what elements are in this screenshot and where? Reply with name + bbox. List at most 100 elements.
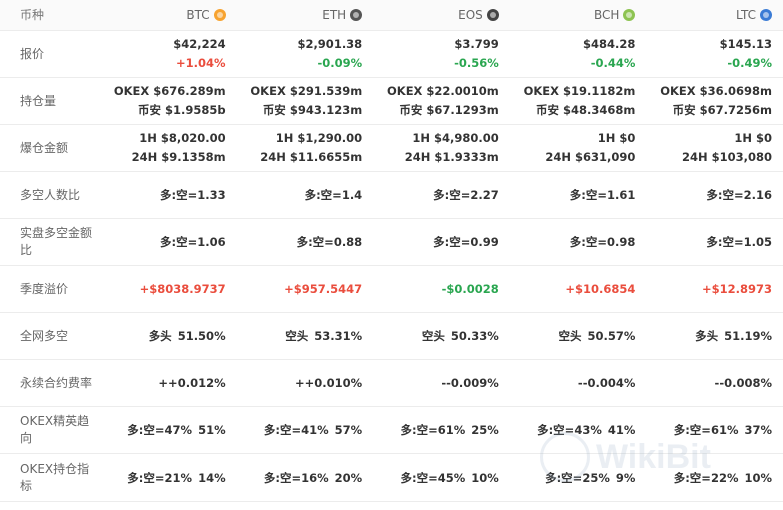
elite-cell: 多:空=47% 51% (100, 406, 237, 454)
position-ratio: 多:空=25% (545, 470, 610, 485)
price-cell: $3.799 -0.56% (373, 30, 510, 78)
binance-holding: 币安 $67.7256m (672, 103, 772, 117)
elite-ratio: 多:空=47% (127, 423, 193, 437)
liquidation-24h: 24H $631,090 (545, 150, 636, 164)
row-holdings: 持仓量 OKEX $676.289m 币安 $1.9585b OKEX $291.… (0, 77, 783, 125)
network-cell: 空头 50.33% (373, 312, 510, 360)
position-ratio: 多:空=21% (127, 470, 193, 485)
network-side: 多头 (148, 329, 172, 343)
price-value: $42,224 (173, 37, 226, 51)
row-funding-rate: 永续合约费率 ++0.012% ++0.010% --0.009% --0.00… (0, 359, 783, 407)
holdings-cell: OKEX $19.1182m 币安 $48.3468m (509, 77, 647, 125)
row-label: 全网多空 (0, 312, 100, 360)
liquidation-24h: 24H $9.1358m (131, 150, 226, 164)
funding-cell: --0.009% (373, 359, 510, 407)
liquidation-cell: 1H $1,290.00 24H $11.6655m (236, 124, 374, 172)
column-bch[interactable]: BCH (509, 0, 647, 31)
ratio-cell: 多:空=0.88 (236, 218, 374, 266)
elite-ratio: 多:空=61% (400, 423, 466, 437)
network-pct: 50.57% (587, 329, 636, 343)
position-ratio: 多:空=45% (400, 470, 466, 485)
position-pct: 14% (198, 470, 226, 485)
liquidation-1h: 1H $4,980.00 (412, 131, 499, 145)
row-quarterly-premium: 季度溢价 +$8038.9737 +$957.5447 -$0.0028 +$1… (0, 265, 783, 313)
elite-ratio: 多:空=41% (263, 423, 329, 437)
row-label: OKEX持仓指标 (0, 453, 100, 502)
row-long-short-count: 多空人数比 多:空=1.33 多:空=1.4 多:空=2.27 多:空=1.61… (0, 171, 783, 219)
elite-pct: 25% (471, 423, 499, 437)
coin-name: BTC (186, 8, 210, 22)
network-side: 空头 (285, 329, 309, 343)
column-eos[interactable]: EOS (373, 0, 510, 31)
elite-cell: 多:空=61% 37% (646, 406, 783, 454)
position-cell: 多:空=45% 10% (373, 453, 510, 502)
liquidation-1h: 1H $1,290.00 (275, 131, 363, 145)
header-label: 币种 (0, 0, 100, 31)
network-cell: 多头 51.50% (100, 312, 237, 360)
row-long-short-amount: 实盘多空金额比 多:空=1.06 多:空=0.88 多:空=0.99 多:空=0… (0, 218, 783, 266)
coin-name: BCH (593, 8, 620, 22)
elite-pct: 37% (744, 423, 772, 437)
binance-holding: 币安 $1.9585b (137, 103, 226, 117)
price-change: -0.09% (317, 56, 363, 70)
coin-name: EOS (458, 8, 483, 22)
ratio-cell: 多:空=2.16 (646, 171, 783, 219)
price-cell: $42,224 +1.04% (100, 30, 237, 78)
position-pct: 9% (615, 470, 636, 485)
ratio-cell: 多:空=1.61 (509, 171, 647, 219)
price-cell: $2,901.38 -0.09% (236, 30, 374, 78)
network-pct: 51.19% (724, 329, 772, 343)
price-change: +1.04% (176, 56, 226, 70)
elite-cell: 多:空=41% 57% (236, 406, 374, 454)
ratio-cell: 多:空=2.27 (373, 171, 510, 219)
network-side: 空头 (421, 329, 445, 343)
bch-icon (623, 9, 636, 21)
row-network-long-short: 全网多空 多头 51.50% 空头 53.31% 空头 50.33% 空头 50.57%… (0, 312, 783, 360)
network-side: 空头 (558, 329, 582, 343)
eos-icon (486, 9, 499, 21)
position-pct: 20% (334, 470, 363, 485)
position-pct: 10% (744, 470, 772, 485)
network-cell: 空头 53.31% (236, 312, 374, 360)
row-liquidation: 爆仓金额 1H $8,020.00 24H $9.1358m 1H $1,290.… (0, 124, 783, 172)
okex-holding: OKEX $291.539m (250, 84, 363, 98)
liquidation-cell: 1H $8,020.00 24H $9.1358m (100, 124, 237, 172)
ratio-cell: 多:空=1.33 (100, 171, 237, 219)
position-cell: 多:空=16% 20% (236, 453, 374, 502)
ratio-cell: 多:空=0.99 (373, 218, 510, 266)
funding-cell: ++0.010% (236, 359, 374, 407)
position-cell: 多:空=22% 10% (646, 453, 783, 502)
liquidation-cell: 1H $4,980.00 24H $1.9333m (373, 124, 510, 172)
holdings-cell: OKEX $291.539m 币安 $943.123m (236, 77, 374, 125)
price-value: $145.13 (719, 37, 772, 51)
price-value: $484.28 (582, 37, 636, 51)
column-btc[interactable]: BTC (100, 0, 237, 31)
ratio-cell: 多:空=0.98 (509, 218, 647, 266)
coin-name: LTC (735, 8, 756, 22)
elite-ratio: 多:空=61% (673, 423, 739, 437)
elite-cell: 多:空=61% 25% (373, 406, 510, 454)
network-cell: 空头 50.57% (509, 312, 647, 360)
binance-holding: 币安 $48.3468m (536, 103, 636, 117)
binance-holding: 币安 $943.123m (262, 103, 363, 117)
premium-cell: +$957.5447 (236, 265, 374, 313)
liquidation-24h: 24H $103,080 (681, 150, 772, 164)
row-label: 永续合约费率 (0, 359, 100, 407)
network-side: 多头 (695, 329, 719, 343)
ratio-cell: 多:空=1.06 (100, 218, 237, 266)
liquidation-cell: 1H $0 24H $631,090 (509, 124, 647, 172)
position-cell: 多:空=21% 14% (100, 453, 237, 502)
table-header-row: 币种 BTC ETH EOS BCH LTC (0, 0, 783, 31)
position-ratio: 多:空=16% (263, 470, 329, 485)
liquidation-1h: 1H $0 (734, 131, 772, 145)
okex-holding: OKEX $36.0698m (660, 84, 772, 98)
row-label: 季度溢价 (0, 265, 100, 313)
elite-pct: 57% (334, 423, 363, 437)
row-label: 持仓量 (0, 77, 100, 125)
column-ltc[interactable]: LTC (646, 0, 783, 31)
ratio-cell: 多:空=1.05 (646, 218, 783, 266)
premium-cell: +$12.8973 (646, 265, 783, 313)
column-eth[interactable]: ETH (236, 0, 374, 31)
